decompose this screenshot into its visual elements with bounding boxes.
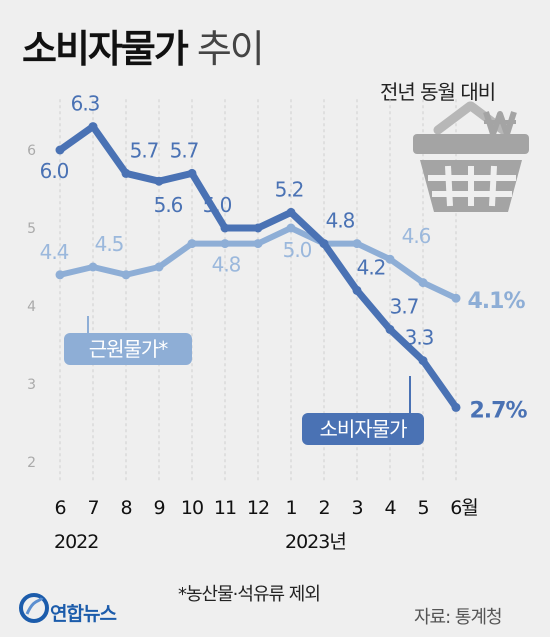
x-tick-label: 6 [54, 497, 65, 519]
logo-text: 연합뉴스 [50, 603, 117, 625]
yonhap-logo-icon [19, 593, 49, 623]
data-point [220, 223, 230, 233]
data-point [286, 223, 296, 233]
data-point [451, 293, 461, 303]
data-point [121, 168, 131, 178]
x-tick-label: 1 [285, 497, 296, 519]
y-tick-label: 4 [27, 299, 36, 315]
footnote: *농산물·석유류 제외 [178, 584, 321, 605]
x-tick-label: 7 [87, 497, 98, 519]
data-label: 4.8 [212, 253, 241, 277]
data-point [385, 254, 395, 264]
y-tick-label: 2 [27, 455, 36, 471]
data-point [154, 176, 164, 186]
data-label: 5.6 [154, 193, 183, 217]
data-label: 4.8 [326, 209, 355, 233]
data-label: 4.6 [402, 224, 431, 248]
data-point [55, 145, 65, 155]
callout-label: 소비자물가 [320, 417, 408, 441]
data-label: 5.7 [170, 138, 199, 162]
x-tick-label: 6월 [450, 497, 478, 519]
data-label: 6.0 [40, 159, 69, 183]
data-label: 5.0 [283, 238, 312, 262]
data-label: 3.7 [390, 294, 419, 318]
title-main: 소비자물가 [22, 27, 189, 71]
y-tick-label: 5 [27, 221, 36, 237]
year-label: 2022 [54, 531, 98, 553]
title-suffix: 추이 [196, 27, 265, 71]
x-tick-label: 9 [153, 497, 164, 519]
data-point [253, 223, 263, 233]
x-tick-label: 2 [318, 497, 329, 519]
year-label: 2023년 [285, 531, 346, 553]
data-label: 4.1% [467, 289, 525, 314]
data-point [88, 122, 98, 132]
data-point [418, 356, 428, 366]
data-label: 4.5 [95, 232, 124, 256]
data-label: 5.7 [130, 138, 159, 162]
data-point [154, 262, 164, 272]
data-point [253, 239, 263, 249]
data-point [352, 239, 362, 249]
data-label: 4.4 [40, 240, 69, 264]
x-tick-label: 10 [181, 497, 203, 519]
data-point [385, 324, 395, 334]
page-title: 소비자물가 추이 [22, 18, 265, 73]
data-label: 4.2 [357, 255, 386, 279]
data-point [220, 239, 230, 249]
data-point [319, 239, 329, 249]
x-tick-label: 8 [120, 497, 131, 519]
data-point [286, 207, 296, 217]
data-label: 2.7% [469, 398, 527, 423]
data-label: 5.2 [275, 177, 304, 201]
data-label: 3.3 [405, 326, 434, 350]
callout-box [302, 413, 424, 445]
callout-label: 근원물가* [89, 337, 169, 361]
source-label: 자료: 통계청 [414, 607, 503, 628]
callout-box [64, 333, 192, 365]
data-labels: 6.06.35.75.65.75.05.24.84.23.73.32.7%4.4… [40, 92, 529, 424]
won-icon [483, 111, 517, 137]
data-label: 6.3 [71, 92, 100, 116]
data-point [55, 270, 65, 280]
x-tick-label: 5 [417, 497, 428, 519]
data-point [451, 402, 461, 412]
legend-callouts: 근원물가* 소비자물가 [64, 316, 424, 445]
data-point [187, 168, 197, 178]
data-point [187, 239, 197, 249]
y-tick-label: 3 [27, 377, 36, 393]
data-point [121, 270, 131, 280]
chart-subtitle: 전년 동월 대비 [380, 80, 496, 104]
x-tick-label: 4 [384, 497, 396, 519]
data-point [88, 262, 98, 272]
x-tick-label: 3 [351, 497, 362, 519]
data-label: 5.0 [203, 193, 232, 217]
x-tick-label: 11 [214, 497, 236, 519]
x-tick-label: 12 [247, 497, 269, 519]
data-point [352, 285, 362, 295]
data-point [418, 278, 428, 288]
series [55, 122, 461, 412]
y-tick-label: 6 [27, 143, 36, 159]
